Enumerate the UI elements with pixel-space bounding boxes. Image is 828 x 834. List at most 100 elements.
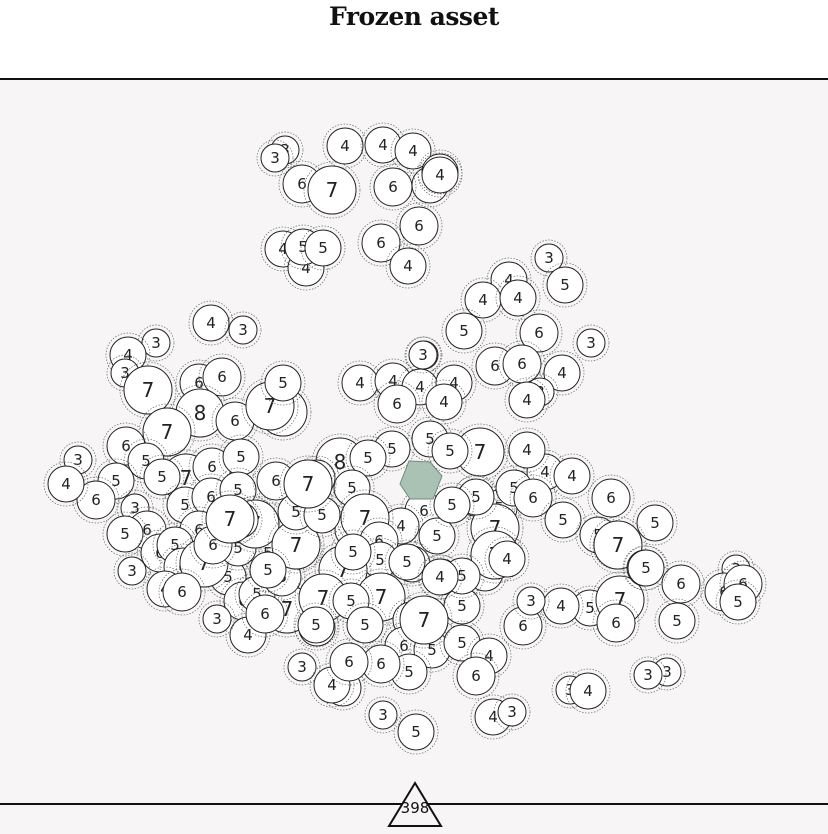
chip-disc[interactable] bbox=[569, 672, 607, 710]
chip-disc[interactable] bbox=[245, 594, 285, 634]
chip[interactable]: 7 bbox=[138, 403, 196, 461]
chip-disc[interactable] bbox=[543, 354, 581, 392]
chip[interactable]: 4 bbox=[549, 453, 595, 499]
chip[interactable]: 4 bbox=[390, 128, 436, 174]
chip-disc[interactable] bbox=[516, 586, 546, 616]
chip[interactable]: 6 bbox=[592, 599, 640, 647]
chip-disc[interactable] bbox=[456, 656, 496, 696]
chip[interactable]: 5 bbox=[427, 428, 473, 474]
chip-disc[interactable] bbox=[421, 156, 459, 194]
chip-disc[interactable] bbox=[117, 556, 147, 586]
chip[interactable]: 5 bbox=[414, 513, 460, 559]
chip[interactable]: 5 bbox=[623, 545, 669, 591]
chip[interactable]: 6 bbox=[499, 602, 547, 650]
chip[interactable]: 4 bbox=[360, 122, 406, 168]
chip[interactable]: 3 bbox=[256, 139, 294, 177]
chip-disc[interactable] bbox=[304, 229, 342, 267]
chip[interactable]: 5 bbox=[293, 602, 339, 648]
chip-disc[interactable] bbox=[425, 383, 463, 421]
chip[interactable]: 6 bbox=[241, 590, 289, 638]
chip-disc[interactable] bbox=[658, 602, 696, 640]
chip[interactable]: 7 bbox=[201, 490, 259, 548]
chip-disc[interactable] bbox=[205, 494, 255, 544]
chip[interactable]: 5 bbox=[715, 579, 761, 625]
chip[interactable]: 6 bbox=[498, 340, 546, 388]
chip-disc[interactable] bbox=[297, 606, 335, 644]
chip[interactable]: 4 bbox=[565, 668, 611, 714]
game-board[interactable]: 3344446764466455444354456366434343343766… bbox=[0, 0, 828, 803]
chip[interactable]: 7 bbox=[395, 591, 453, 649]
chip[interactable]: 6 bbox=[325, 638, 373, 686]
chip-disc[interactable] bbox=[633, 660, 663, 690]
chip-disc[interactable] bbox=[553, 457, 591, 495]
chip[interactable]: 4 bbox=[504, 377, 550, 423]
chip-disc[interactable] bbox=[47, 465, 85, 503]
chip[interactable]: 4 bbox=[417, 152, 463, 198]
chip-disc[interactable] bbox=[373, 167, 413, 207]
chip[interactable]: 4 bbox=[43, 461, 89, 507]
chip[interactable]: 5 bbox=[330, 529, 376, 575]
chip[interactable]: 5 bbox=[654, 598, 700, 644]
chip-disc[interactable] bbox=[431, 432, 469, 470]
chip[interactable]: 6 bbox=[587, 474, 635, 522]
chip[interactable]: 6 bbox=[369, 163, 417, 211]
chip-disc[interactable] bbox=[513, 478, 553, 518]
chip-disc[interactable] bbox=[334, 533, 372, 571]
chip-disc[interactable] bbox=[143, 458, 181, 496]
chip-disc[interactable] bbox=[307, 165, 357, 215]
chip-disc[interactable] bbox=[260, 143, 290, 173]
chip[interactable]: 5 bbox=[441, 308, 487, 354]
chip-disc[interactable] bbox=[329, 642, 369, 682]
chip[interactable]: 5 bbox=[429, 482, 475, 528]
chip-disc[interactable] bbox=[264, 364, 302, 402]
chip-disc[interactable] bbox=[593, 520, 643, 570]
chip-disc[interactable] bbox=[408, 340, 438, 370]
chip[interactable]: 3 bbox=[493, 693, 531, 731]
chip-disc[interactable] bbox=[497, 697, 527, 727]
chip[interactable]: 7 bbox=[279, 455, 337, 513]
chip-disc[interactable] bbox=[399, 206, 439, 246]
chip-disc[interactable] bbox=[397, 713, 435, 751]
chip[interactable]: 5 bbox=[260, 360, 306, 406]
chip[interactable]: 4 bbox=[539, 350, 585, 396]
chip-disc[interactable] bbox=[421, 558, 459, 596]
chip[interactable]: 3 bbox=[572, 324, 610, 362]
selected-cell[interactable] bbox=[399, 460, 443, 500]
chip-disc[interactable] bbox=[76, 480, 116, 520]
chip[interactable]: 7 bbox=[303, 161, 361, 219]
chip-disc[interactable] bbox=[418, 517, 456, 555]
chip-disc[interactable] bbox=[508, 381, 546, 419]
chip-disc[interactable] bbox=[361, 223, 401, 263]
chip[interactable]: 5 bbox=[342, 602, 388, 648]
chip-disc[interactable] bbox=[326, 127, 364, 165]
chip-disc[interactable] bbox=[202, 604, 232, 634]
chip[interactable]: 3 bbox=[113, 552, 151, 590]
chip[interactable]: 6 bbox=[357, 640, 405, 688]
chip-disc[interactable] bbox=[719, 583, 757, 621]
chip-disc[interactable] bbox=[142, 407, 192, 457]
chip-disc[interactable] bbox=[249, 551, 287, 589]
chip-disc[interactable] bbox=[287, 652, 317, 682]
chip-disc[interactable] bbox=[445, 312, 483, 350]
chip[interactable]: 4 bbox=[322, 123, 368, 169]
chip[interactable]: 4 bbox=[421, 379, 467, 425]
chip-disc[interactable] bbox=[546, 266, 584, 304]
chip[interactable]: 3 bbox=[364, 696, 402, 734]
chip[interactable]: 4 bbox=[188, 300, 234, 346]
chip[interactable]: 7 bbox=[589, 516, 647, 574]
chip-disc[interactable] bbox=[499, 279, 537, 317]
chip-disc[interactable] bbox=[349, 439, 387, 477]
chip-disc[interactable] bbox=[228, 315, 258, 345]
chip-disc[interactable] bbox=[388, 543, 426, 581]
chip[interactable]: 5 bbox=[245, 547, 291, 593]
chip[interactable]: 5 bbox=[300, 225, 346, 271]
chip-disc[interactable] bbox=[192, 304, 230, 342]
chip-disc[interactable] bbox=[488, 540, 526, 578]
chip-disc[interactable] bbox=[544, 501, 582, 539]
chip[interactable]: 4 bbox=[417, 554, 463, 600]
chip[interactable]: 3 bbox=[512, 582, 550, 620]
chip[interactable]: 5 bbox=[632, 500, 678, 546]
chip-disc[interactable] bbox=[346, 606, 384, 644]
chip[interactable]: 6 bbox=[657, 560, 705, 608]
chip-disc[interactable] bbox=[162, 572, 202, 612]
